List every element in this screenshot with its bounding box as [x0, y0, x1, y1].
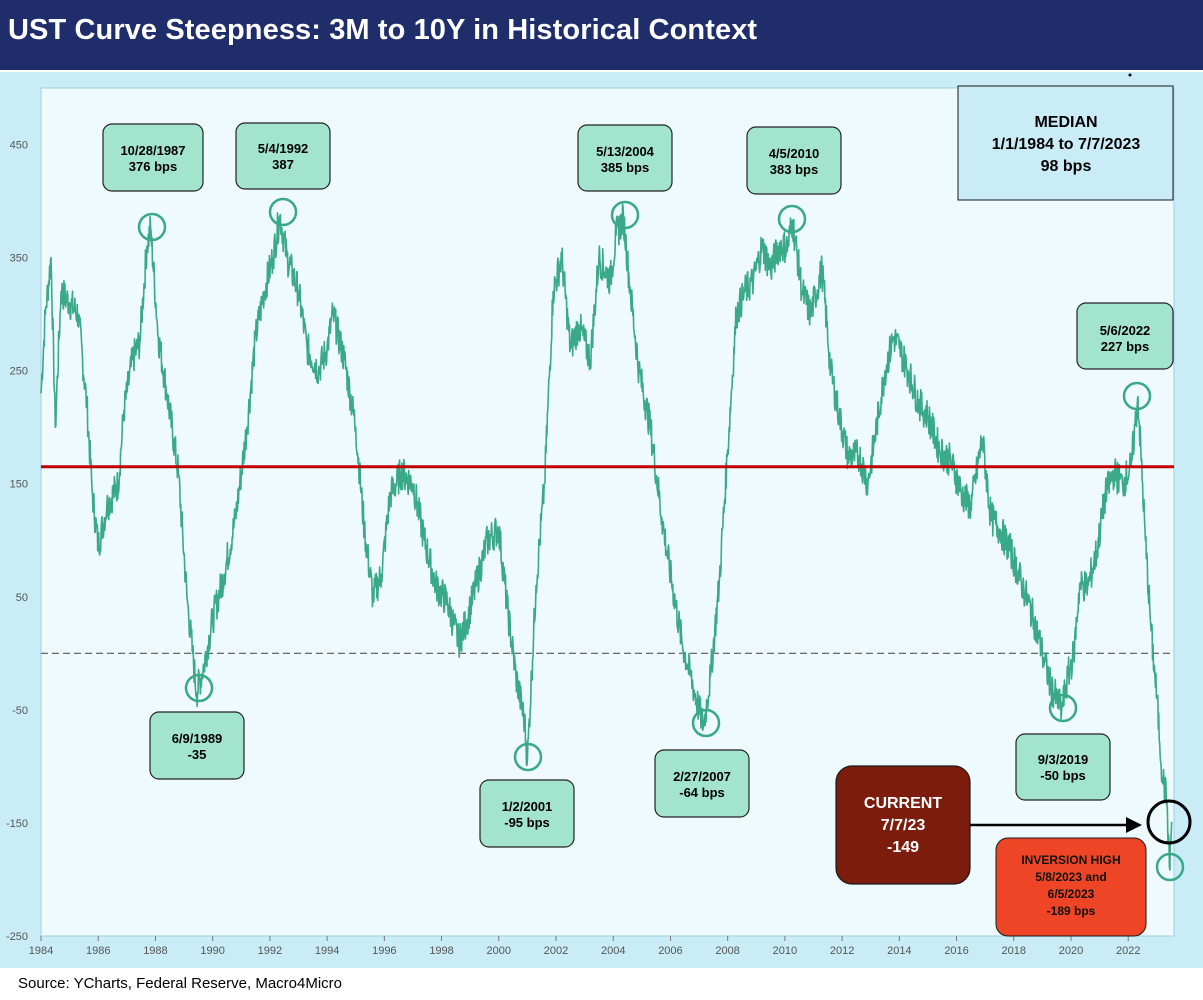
- y-tick-label: 150: [10, 479, 28, 491]
- x-tick-label: 2020: [1059, 945, 1083, 957]
- inversion-high-marker: [1155, 852, 1185, 882]
- annotation-1992: 5/4/1992 387: [235, 122, 331, 190]
- annotation-date: 4/5/2010: [769, 146, 820, 161]
- x-tick-label: 2006: [658, 945, 682, 957]
- annotation-date: 2/27/2007: [673, 769, 731, 784]
- y-tick-label: 250: [10, 366, 28, 378]
- plot-area: [40, 87, 1175, 937]
- current-arrow-head: [1126, 817, 1142, 833]
- x-tick-label: 2016: [944, 945, 968, 957]
- annotation-2007: 2/27/2007 -64 bps: [654, 749, 750, 818]
- median-box-value: 98 bps: [1041, 158, 1092, 175]
- current-box-date: 7/7/23: [881, 817, 926, 834]
- annotation-value: -95 bps: [504, 815, 550, 830]
- annotation-1987: 10/28/1987 376 bps: [102, 123, 204, 192]
- x-tick-label: 2000: [487, 945, 511, 957]
- x-tick-label: 2008: [715, 945, 739, 957]
- annotation-1989: 6/9/1989 -35: [149, 711, 245, 780]
- peak-marker-2010: [777, 204, 807, 234]
- x-tick-label: 1988: [143, 945, 167, 957]
- inversion-box-title: INVERSION HIGH: [1021, 853, 1120, 867]
- inversion-box-value: -189 bps: [1047, 904, 1096, 918]
- median-box: MEDIAN 1/1/1984 to 7/7/2023 98 bps: [957, 85, 1174, 201]
- y-axis: 450 350 250 150 50 -50 -150 -250: [6, 140, 28, 943]
- peak-marker-1992: [268, 197, 298, 227]
- annotation-value: 385 bps: [601, 160, 649, 175]
- x-tick-label: 1996: [372, 945, 396, 957]
- annotation-value: 387: [272, 157, 294, 172]
- annotation-value: -64 bps: [679, 785, 725, 800]
- peak-marker-1987: [137, 212, 167, 242]
- source-note: Source: YCharts, Federal Reserve, Macro4…: [18, 975, 343, 992]
- x-tick-label: 2002: [544, 945, 568, 957]
- annotation-2010: 4/5/2010 383 bps: [746, 126, 842, 195]
- source-bar: [0, 968, 1203, 1000]
- annotation-value: -50 bps: [1040, 768, 1086, 783]
- annotation-2019: 9/3/2019 -50 bps: [1015, 733, 1111, 801]
- x-tick-label: 2004: [601, 945, 625, 957]
- trough-marker-1989: [184, 673, 214, 703]
- x-tick-label: 2012: [830, 945, 854, 957]
- x-tick-label: 1986: [86, 945, 110, 957]
- trough-marker-2001: [513, 742, 543, 772]
- y-tick-label: -250: [6, 931, 28, 943]
- y-tick-label: -150: [6, 818, 28, 830]
- inversion-box: INVERSION HIGH 5/8/2023 and 6/5/2023 -18…: [995, 837, 1147, 937]
- current-box-title: CURRENT: [864, 795, 942, 812]
- annotation-date: 5/4/1992: [258, 141, 309, 156]
- x-tick-label: 1984: [29, 945, 53, 957]
- x-tick-label: 1992: [258, 945, 282, 957]
- current-box-value: -149: [887, 839, 919, 856]
- y-tick-label: 50: [16, 592, 28, 604]
- annotation-2022: 5/6/2022 227 bps: [1076, 302, 1174, 370]
- y-tick-label: 350: [10, 253, 28, 265]
- x-tick-label: 2022: [1116, 945, 1140, 957]
- annotation-value: 383 bps: [770, 162, 818, 177]
- x-tick-label: 2018: [1002, 945, 1026, 957]
- peak-marker-2022: [1122, 381, 1152, 411]
- x-tick-label: 2010: [773, 945, 797, 957]
- annotation-value: 227 bps: [1101, 339, 1149, 354]
- stray-dot: [1128, 73, 1132, 77]
- annotation-date: 9/3/2019: [1038, 752, 1089, 767]
- trough-marker-2019: [1048, 693, 1078, 723]
- annotation-date: 5/6/2022: [1100, 323, 1151, 338]
- annotation-2004: 5/13/2004 385 bps: [577, 124, 673, 192]
- trough-marker-2007: [691, 708, 721, 738]
- x-tick-label: 1998: [429, 945, 453, 957]
- chart-title: UST Curve Steepness: 3M to 10Y in Histor…: [8, 14, 758, 46]
- current-marker: [1146, 799, 1192, 845]
- annotation-date: 5/13/2004: [596, 144, 655, 159]
- x-tick-label: 1994: [315, 945, 339, 957]
- y-tick-label: 450: [10, 140, 28, 152]
- x-tick-label: 1990: [200, 945, 224, 957]
- peak-marker-2004: [610, 200, 640, 230]
- current-box: CURRENT 7/7/23 -149: [835, 765, 971, 885]
- median-box-range: 1/1/1984 to 7/7/2023: [992, 136, 1141, 153]
- annotation-date: 1/2/2001: [502, 799, 553, 814]
- title-bar: [0, 0, 1203, 72]
- x-tick-label: 2014: [887, 945, 911, 957]
- annotation-date: 10/28/1987: [120, 143, 185, 158]
- annotation-value: 376 bps: [129, 159, 177, 174]
- x-axis: 1984 1986 1988 1990 1992 1994 1996 1998 2000 2002…: [29, 936, 1140, 957]
- inversion-box-date1: 5/8/2023 and: [1035, 870, 1106, 884]
- spread-series-line: [40, 203, 1173, 871]
- median-box-title: MEDIAN: [1034, 114, 1097, 131]
- annotation-value: -35: [188, 747, 207, 762]
- y-tick-label: -50: [12, 705, 28, 717]
- annotation-2001: 1/2/2001 -95 bps: [479, 779, 575, 848]
- annotation-date: 6/9/1989: [172, 731, 223, 746]
- inversion-box-date2: 6/5/2023: [1048, 887, 1095, 901]
